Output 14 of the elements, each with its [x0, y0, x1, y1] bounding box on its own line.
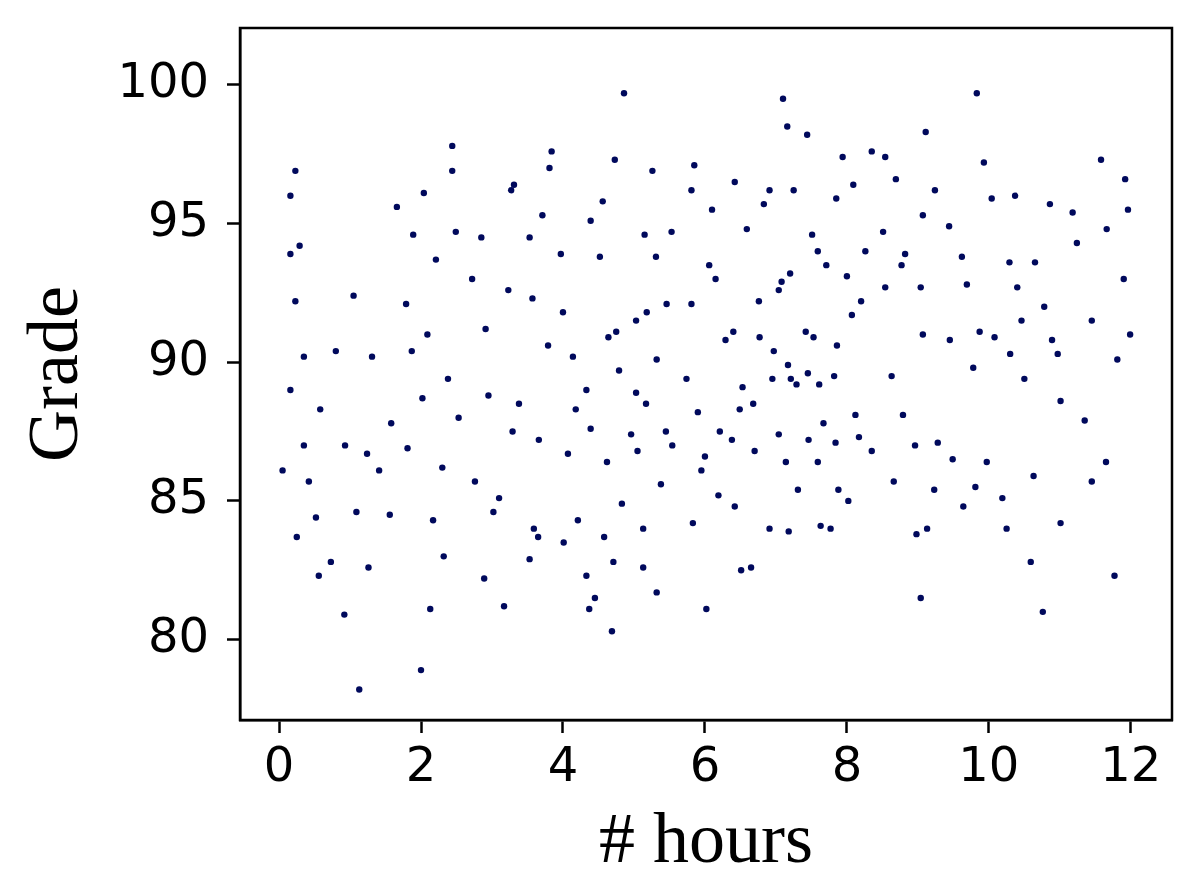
x-axis-title: # hours — [599, 797, 813, 870]
x-tick-label: 12 — [1100, 736, 1162, 793]
x-tick-label: 10 — [958, 736, 1020, 793]
y-tick-label: 80 — [147, 607, 209, 664]
y-tick-label: 90 — [147, 329, 209, 386]
y-tick-label: 95 — [147, 191, 209, 247]
x-tick-label: 8 — [831, 736, 863, 793]
x-tick-label: 0 — [263, 736, 295, 793]
x-tick-label: 4 — [547, 736, 579, 793]
y-tick-label: 100 — [117, 52, 209, 109]
x-tick-label: 2 — [405, 736, 437, 793]
x-tick-label: 6 — [689, 736, 721, 793]
y-axis-title: Grade — [12, 286, 93, 462]
y-tick-label: 85 — [147, 468, 209, 525]
